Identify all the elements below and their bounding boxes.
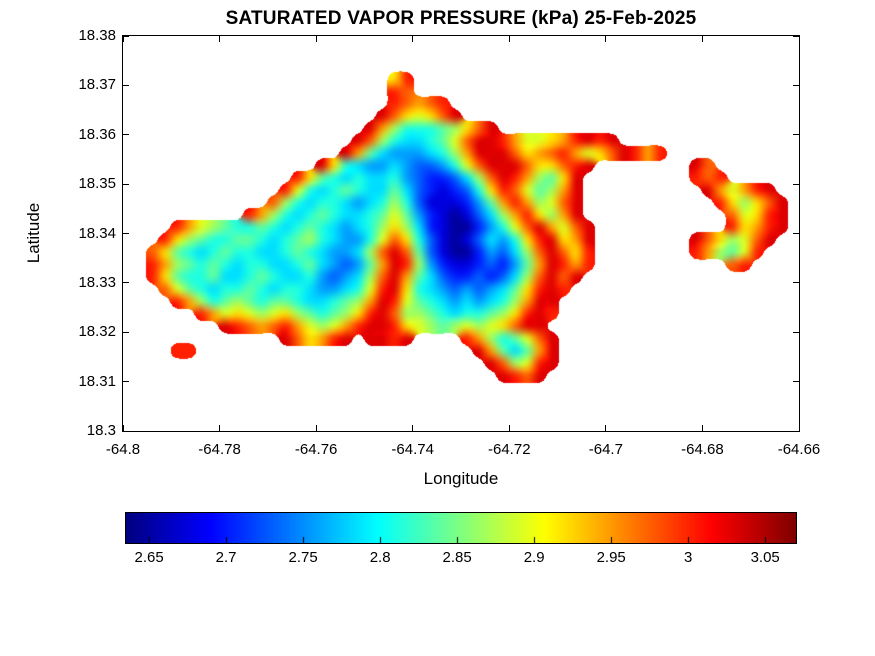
y-axis-tick (793, 430, 799, 432)
y-axis-tick (123, 134, 129, 136)
colorbar-tick-label: 2.85 (442, 549, 472, 566)
y-tick-label: 18.38 (78, 27, 116, 44)
y-tick-label: 18.31 (78, 372, 116, 390)
y-tick-label: 18.36 (78, 125, 116, 143)
x-axis-tick (798, 425, 800, 431)
colorbar-tick-label: 2.95 (596, 549, 626, 566)
y-axis-tick (793, 134, 799, 136)
y-axis-tick (123, 183, 129, 185)
x-axis-tick (219, 36, 221, 42)
x-axis-tick (412, 425, 414, 431)
x-axis-tick (315, 36, 317, 42)
y-axis-tick (793, 183, 799, 185)
x-axis-tick (412, 36, 414, 42)
x-axis-tick (508, 36, 510, 42)
y-axis-tick (123, 233, 129, 234)
colorbar-tick-label: 2.9 (523, 549, 545, 566)
x-axis-tick (605, 425, 607, 431)
y-axis-tick (793, 84, 799, 86)
x-tick-label: -64.7 (588, 441, 623, 458)
x-axis-tick (701, 425, 703, 431)
x-axis-label: Longitude (423, 469, 499, 488)
y-axis-tick (123, 282, 129, 284)
colorbar-tick-label: 2.7 (215, 549, 237, 566)
y-axis-tick (793, 331, 799, 333)
y-axis-tick (123, 430, 129, 432)
y-axis-tick (123, 35, 129, 37)
colorbar-tick-label: 3.05 (750, 549, 780, 566)
y-tick-label: 18.33 (78, 273, 116, 291)
y-tick-label: 18.3 (86, 422, 116, 439)
heatmap-canvas (123, 36, 799, 431)
x-axis-tick (122, 36, 124, 42)
x-tick-label: -64.8 (105, 441, 141, 458)
y-axis-tick (793, 35, 799, 37)
colorbar (125, 512, 797, 544)
chart-title: SATURATED VAPOR PRESSURE (kPa) 25-Feb-20… (225, 8, 697, 29)
colorbar-tick-label: 2.75 (288, 549, 318, 566)
y-axis-label: Latitude (24, 202, 43, 264)
x-tick-label: -64.66 (777, 441, 821, 458)
x-axis-tick (701, 36, 703, 42)
y-tick-label: 18.35 (78, 175, 116, 193)
y-axis-tick (793, 233, 799, 234)
y-tick-label: 18.32 (78, 323, 116, 341)
x-tick-label: -64.78 (198, 441, 241, 458)
y-axis-tick (123, 84, 129, 86)
y-axis-tick (123, 381, 129, 383)
axes-box (122, 35, 800, 432)
x-axis-tick (798, 36, 800, 42)
colorbar-tick-label: 2.65 (134, 549, 164, 566)
x-axis-tick (508, 425, 510, 431)
x-tick-label: -64.76 (294, 441, 338, 458)
x-axis-tick (219, 425, 221, 431)
y-axis-tick (123, 331, 129, 333)
x-tick-label: -64.72 (488, 441, 531, 458)
x-tick-label: -64.68 (681, 441, 724, 458)
x-axis-tick (122, 425, 124, 431)
colorbar-canvas (126, 513, 796, 543)
y-axis-tick (793, 282, 799, 284)
y-axis-tick (793, 381, 799, 383)
x-tick-label: -64.74 (391, 441, 434, 458)
x-axis-tick (605, 36, 607, 42)
x-axis-tick (315, 425, 317, 431)
y-tick-label: 18.37 (78, 76, 116, 94)
y-tick-label: 18.34 (78, 224, 116, 242)
colorbar-tick-label: 3 (684, 549, 693, 566)
colorbar-tick-label: 2.8 (369, 549, 391, 566)
